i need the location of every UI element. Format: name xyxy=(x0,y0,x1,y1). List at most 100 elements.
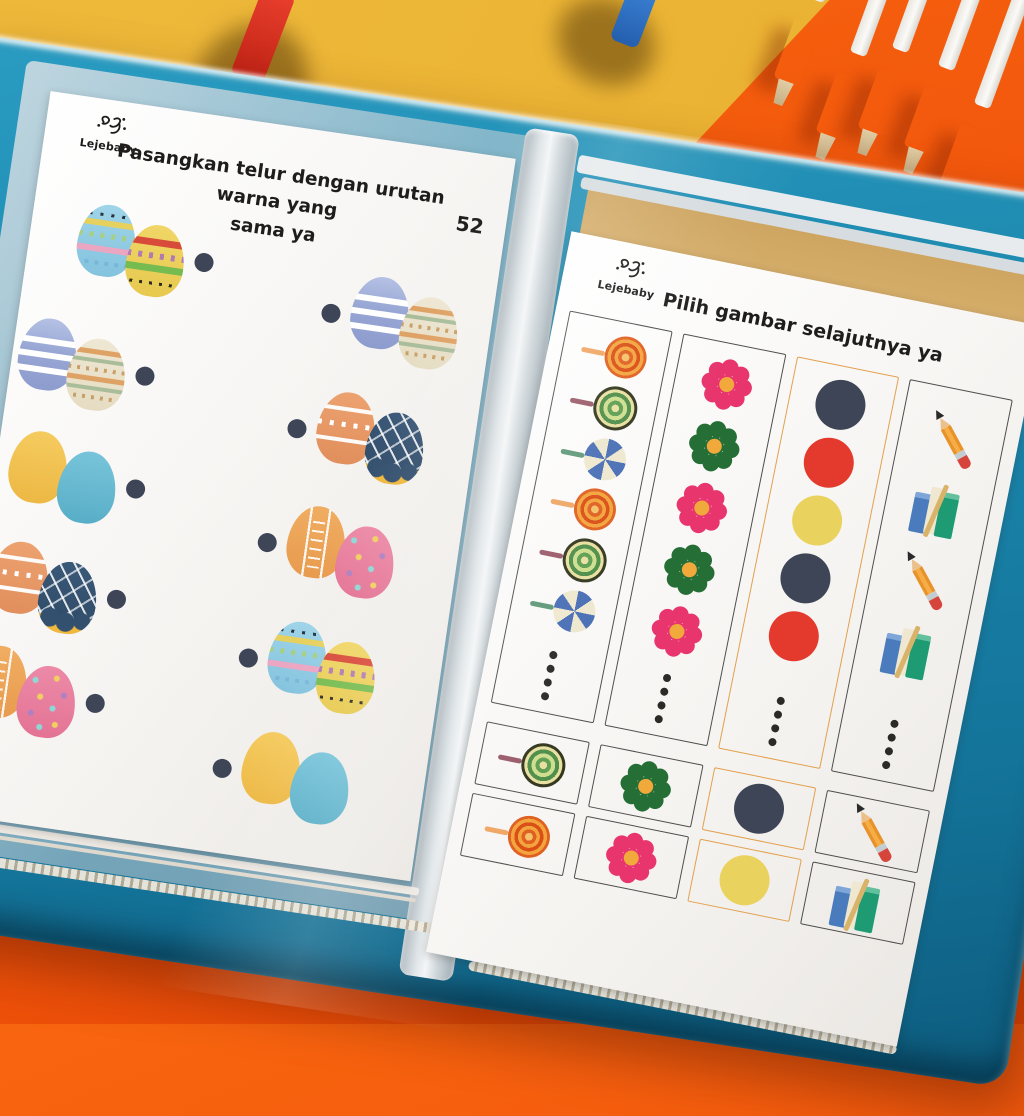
answer-box xyxy=(459,792,576,877)
lollipop-green-icon xyxy=(536,530,611,587)
lejebaby-logo: Lejebaby xyxy=(583,249,675,304)
sequence-dot xyxy=(889,719,899,729)
left-worksheet-page: Lejebaby Pasangkan telur dengan urutan w… xyxy=(0,91,516,882)
pencil-lead xyxy=(903,549,915,561)
match-dot xyxy=(211,757,233,780)
lollipop-candy xyxy=(580,434,631,485)
egg-pair xyxy=(4,427,122,528)
pencil-icon xyxy=(884,538,963,622)
lollipop-candy xyxy=(589,382,642,435)
answer-box xyxy=(686,838,803,923)
books-icon xyxy=(878,619,940,682)
books-icon xyxy=(827,872,889,935)
lollipop-candy xyxy=(550,586,600,637)
marker-cap xyxy=(857,67,904,136)
egg-pair xyxy=(263,617,382,718)
match-dot xyxy=(124,478,147,500)
sequence-dot xyxy=(881,760,891,770)
lollipop-stick xyxy=(570,396,595,407)
egg-pair xyxy=(312,388,430,489)
lollipop-stick xyxy=(498,753,523,764)
marker-cap xyxy=(903,85,950,154)
match-dot xyxy=(237,647,260,669)
flower-pink-icon xyxy=(695,352,759,416)
lollipop-orange-icon xyxy=(547,480,621,535)
lollipop-stick xyxy=(539,548,564,559)
answer-box xyxy=(814,789,931,874)
answer-dots-icon xyxy=(767,696,786,749)
pencil-icon xyxy=(912,397,991,481)
lollipop-green-icon xyxy=(494,735,570,792)
lollipop-candy xyxy=(570,484,621,535)
books-icon xyxy=(907,477,969,540)
match-row-left-3 xyxy=(4,427,151,528)
answer-dots-icon xyxy=(654,673,672,726)
page-number: 52 xyxy=(454,211,486,239)
match-dot xyxy=(193,251,215,274)
sequence-dot xyxy=(540,691,551,702)
lollipop-orange-icon xyxy=(578,328,651,383)
pencil-body xyxy=(912,565,936,596)
lollipop-candy xyxy=(517,739,570,792)
match-dot xyxy=(134,365,156,387)
sequence-dot xyxy=(662,673,672,683)
answer-dots-icon xyxy=(881,719,899,772)
egg-pair xyxy=(282,502,400,603)
sequence-dot xyxy=(767,737,778,747)
answer-box xyxy=(800,861,916,945)
lollipop-candy xyxy=(504,812,555,862)
match-row-left-5 xyxy=(0,641,111,742)
circle-navy-icon xyxy=(810,375,870,435)
pencil-lead xyxy=(853,800,865,812)
circle-red-icon xyxy=(764,606,824,666)
lollipop-stick xyxy=(530,600,555,610)
pencil-shape xyxy=(852,800,893,864)
lollipop-orange-icon xyxy=(481,807,555,862)
flower-pink-icon xyxy=(645,599,709,663)
circle-yellow-icon xyxy=(787,491,847,550)
pencil-lead xyxy=(932,407,944,419)
lejebaby-logo-icon xyxy=(97,115,126,134)
match-dot xyxy=(84,692,106,715)
lejebaby-logo: Lejebaby xyxy=(65,108,156,159)
answer-dots-icon xyxy=(540,650,559,703)
match-row-right-4 xyxy=(235,614,382,718)
open-binder: Lejebaby Pasangkan telur dengan urutan w… xyxy=(0,27,1024,1116)
answer-box xyxy=(701,767,817,851)
sequence-dot xyxy=(546,664,556,674)
answer-box xyxy=(587,744,704,828)
answer-box xyxy=(474,721,590,805)
match-dot xyxy=(286,417,308,440)
pencil-body xyxy=(861,817,885,848)
sequence-dot xyxy=(656,700,667,711)
lollipop-candy xyxy=(559,534,611,587)
egg-pair xyxy=(0,641,82,742)
match-row-right-5 xyxy=(209,724,356,829)
lollipop-stick xyxy=(550,498,576,508)
lollipop-stick xyxy=(560,448,586,458)
flower-green-icon xyxy=(682,414,746,478)
lollipop-blue-icon xyxy=(526,582,600,637)
match-dot xyxy=(320,302,342,325)
flower-pink-icon xyxy=(599,826,663,890)
circle-navy-icon xyxy=(775,548,835,608)
egg-pair xyxy=(0,537,103,638)
pencil-body xyxy=(940,424,964,455)
flower-green-icon xyxy=(614,754,678,818)
sequence-dot xyxy=(659,687,670,697)
answer-column-3 xyxy=(686,767,817,923)
egg-pair xyxy=(237,728,355,829)
answer-column-2 xyxy=(573,744,704,900)
circle-red-icon xyxy=(799,433,859,493)
lollipop-green-icon xyxy=(566,378,642,435)
flower-pink-icon xyxy=(670,476,734,540)
egg-pair xyxy=(346,273,464,373)
egg-pair xyxy=(13,314,132,415)
right-worksheet-page: Lejebaby Pilih gambar selajutnya ya xyxy=(426,231,1024,1047)
pencil-shape xyxy=(903,548,944,612)
sequence-dot xyxy=(886,732,897,743)
lollipop-blue-icon xyxy=(557,430,631,485)
answer-column-1 xyxy=(459,721,590,877)
match-dot xyxy=(256,531,279,554)
